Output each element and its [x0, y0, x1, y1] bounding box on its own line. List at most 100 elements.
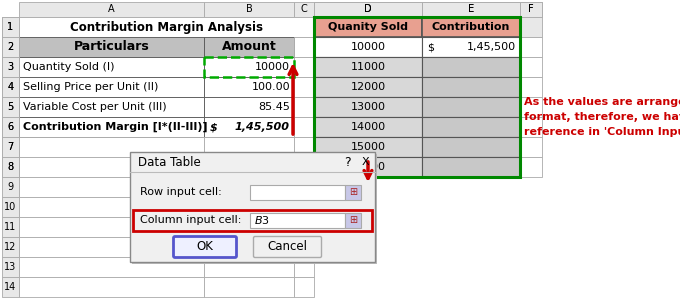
Bar	[19, 17, 314, 37]
Bar	[2, 77, 19, 97]
Text: 13000: 13000	[350, 102, 386, 112]
Bar	[294, 137, 314, 157]
Bar	[422, 57, 520, 77]
Bar	[204, 177, 294, 197]
Bar	[204, 217, 294, 237]
Bar	[422, 17, 520, 37]
Bar	[294, 37, 314, 57]
Text: 10000: 10000	[255, 62, 290, 72]
Bar	[19, 117, 204, 137]
Bar	[133, 209, 372, 230]
Bar	[2, 17, 19, 37]
Text: X: X	[361, 157, 369, 167]
Bar	[132, 154, 377, 264]
Bar	[2, 157, 19, 177]
Bar	[19, 37, 204, 57]
Bar	[294, 257, 314, 277]
Bar	[520, 137, 542, 157]
Text: 7: 7	[7, 142, 14, 152]
Bar	[520, 2, 542, 17]
Bar	[2, 117, 19, 137]
Bar	[130, 152, 375, 262]
Text: 3: 3	[7, 62, 14, 72]
Text: 6: 6	[7, 122, 14, 132]
Bar	[520, 97, 542, 117]
Bar	[422, 2, 520, 17]
Text: 4: 4	[7, 82, 14, 92]
Bar	[204, 137, 294, 157]
Text: Cancel: Cancel	[267, 240, 307, 254]
Bar	[422, 157, 520, 177]
Bar	[19, 277, 204, 297]
Bar	[294, 97, 314, 117]
Text: 10000: 10000	[350, 42, 386, 52]
Bar	[314, 137, 422, 157]
Text: D: D	[364, 5, 372, 15]
Text: 10: 10	[4, 202, 16, 212]
Text: 1: 1	[7, 22, 14, 32]
Text: ⊞: ⊞	[349, 187, 357, 197]
Bar	[204, 57, 294, 77]
Bar	[204, 37, 294, 57]
Text: 3: 3	[7, 62, 14, 72]
Text: A: A	[108, 5, 115, 15]
Text: B: B	[245, 5, 252, 15]
Text: ⊞: ⊞	[349, 215, 357, 225]
Text: 13: 13	[4, 262, 16, 272]
Bar	[2, 277, 19, 297]
Text: Particulars: Particulars	[73, 40, 150, 54]
Text: E: E	[468, 5, 474, 15]
Bar	[204, 97, 294, 117]
Bar	[19, 177, 204, 197]
Bar	[2, 137, 19, 157]
Bar	[345, 185, 361, 199]
Text: 1: 1	[7, 22, 14, 32]
Bar	[204, 157, 294, 177]
Bar	[422, 77, 520, 97]
Bar	[19, 57, 204, 77]
Bar	[204, 57, 294, 77]
FancyBboxPatch shape	[254, 237, 322, 257]
Bar	[2, 117, 19, 137]
Bar	[422, 117, 520, 137]
Bar	[204, 257, 294, 277]
Text: 85.45: 85.45	[258, 102, 290, 112]
Bar	[2, 97, 19, 117]
Bar	[2, 257, 19, 277]
Bar	[422, 97, 520, 117]
Text: 15000: 15000	[350, 142, 386, 152]
Text: 1,45,500: 1,45,500	[467, 42, 516, 52]
Text: 7: 7	[7, 142, 14, 152]
Text: As the values are arranged in column
format, therefore, we have entered the
refe: As the values are arranged in column for…	[524, 97, 680, 137]
Bar	[294, 157, 314, 177]
Text: 16000: 16000	[350, 162, 386, 172]
Bar	[204, 117, 294, 137]
Text: D: D	[364, 5, 372, 15]
Text: 12: 12	[4, 242, 17, 252]
Text: Quantity Sold (I): Quantity Sold (I)	[23, 62, 114, 72]
Text: 100.00: 100.00	[252, 82, 290, 92]
Bar	[314, 77, 422, 97]
Bar	[294, 277, 314, 297]
Bar	[19, 2, 204, 17]
Bar	[19, 137, 204, 157]
Text: 2: 2	[7, 42, 14, 52]
Text: Contribution Margin Analysis: Contribution Margin Analysis	[70, 20, 263, 33]
Text: Column input cell:: Column input cell:	[140, 215, 241, 225]
Bar	[520, 157, 542, 177]
Text: $: $	[210, 122, 218, 132]
Bar	[19, 237, 204, 257]
Bar	[294, 77, 314, 97]
Bar	[204, 2, 294, 17]
Text: 9: 9	[7, 182, 14, 192]
Bar	[19, 97, 204, 117]
Bar	[250, 212, 345, 227]
Bar	[2, 217, 19, 237]
Bar	[2, 17, 19, 37]
Bar	[314, 37, 422, 57]
Text: $: $	[427, 42, 434, 52]
Text: 4: 4	[7, 82, 14, 92]
Text: Selling Price per Unit (II): Selling Price per Unit (II)	[23, 82, 158, 92]
Bar	[294, 197, 314, 217]
Bar	[2, 37, 19, 57]
